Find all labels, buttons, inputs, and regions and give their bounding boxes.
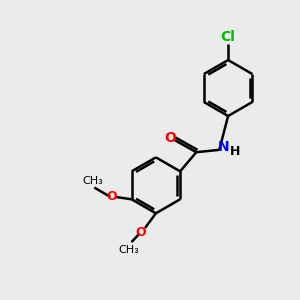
- Text: O: O: [164, 131, 176, 146]
- Text: Cl: Cl: [221, 30, 236, 44]
- Text: CH₃: CH₃: [82, 176, 103, 186]
- Text: H: H: [230, 145, 241, 158]
- Text: O: O: [136, 226, 146, 239]
- Text: CH₃: CH₃: [118, 245, 139, 255]
- Text: O: O: [106, 190, 117, 203]
- Text: N: N: [217, 140, 229, 154]
